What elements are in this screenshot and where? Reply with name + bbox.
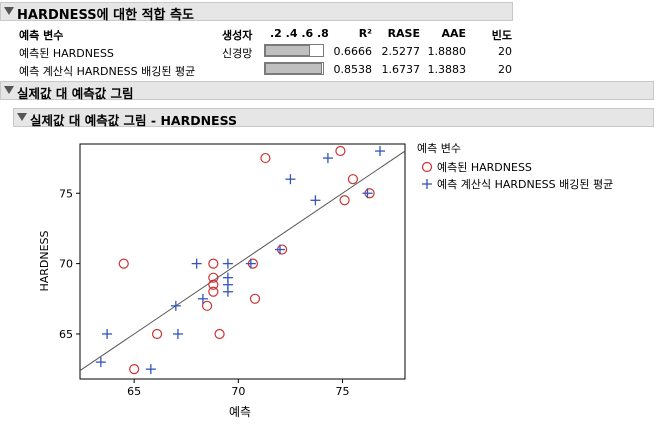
row2-predictor: 예측 계산식 HARDNESS 배깅된 평균 (19, 65, 196, 78)
hardness-plot-header[interactable]: 실제값 대 예측값 그림 - HARDNESS (13, 108, 654, 128)
legend-item-2: 예측 계산식 HARDNESS 배깅된 평균 (437, 178, 613, 191)
row1-aae: 1.8880 (427, 45, 467, 58)
actual-vs-predicted-title: 실제값 대 예측값 그림 (17, 86, 134, 101)
point-predicted-hardness[interactable] (208, 258, 219, 269)
point-bagged-mean[interactable] (310, 195, 321, 206)
point-bagged-mean[interactable] (275, 244, 285, 255)
legend-circle-marker (421, 161, 433, 173)
point-predicted-hardness[interactable] (260, 152, 271, 164)
point-predicted-hardness[interactable] (214, 328, 225, 340)
col-aae: AAE (441, 27, 466, 40)
point-bagged-mean[interactable] (102, 328, 113, 339)
x-tick-label: 70 (231, 385, 245, 398)
point-predicted-hardness[interactable] (129, 364, 140, 375)
y-tick-label: 75 (59, 187, 73, 200)
point-predicted-hardness[interactable] (118, 258, 129, 269)
collapse-triangle-icon[interactable] (4, 86, 14, 94)
col-predictor: 예측 변수 (19, 29, 64, 42)
row2-freq: 20 (498, 63, 512, 76)
point-bagged-mean[interactable] (285, 174, 296, 185)
col-scale: .2 .4 .6 .8 (270, 27, 329, 40)
row2-aae: 1.3883 (427, 63, 467, 76)
fit-measures-title: HARDNESS에 대한 적합 측도 (17, 8, 194, 23)
point-bagged-mean[interactable] (197, 293, 208, 304)
collapse-triangle-icon[interactable] (17, 113, 27, 121)
point-bagged-mean[interactable] (191, 258, 202, 269)
row2-r2-bar (265, 63, 322, 74)
point-predicted-hardness[interactable] (335, 145, 346, 157)
row2-r2: 0.8538 (333, 63, 373, 76)
point-bagged-mean[interactable] (375, 146, 385, 157)
y-tick-label: 70 (59, 258, 73, 271)
legend-title: 예측 변수 (417, 142, 461, 155)
legend: 예측 변수 예측된 HARDNESS 예측 계산식 HARDNESS 배깅된 평… (417, 142, 613, 191)
col-creator: 생성자 (222, 29, 253, 42)
col-rase: RASE (387, 27, 420, 40)
row1-r2: 0.6666 (333, 45, 373, 58)
point-bagged-mean[interactable] (322, 153, 333, 164)
row1-predictor: 예측된 HARDNESS (19, 47, 114, 60)
row1-r2-bar (265, 45, 310, 56)
identity-line (79, 150, 406, 371)
point-predicted-hardness[interactable] (249, 293, 261, 304)
x-tick-label: 75 (336, 385, 350, 398)
point-bagged-mean[interactable] (245, 258, 256, 269)
point-bagged-mean[interactable] (222, 258, 233, 269)
point-predicted-hardness[interactable] (208, 272, 219, 283)
point-predicted-hardness[interactable] (201, 300, 213, 311)
y-axis-label: HARDNESS (38, 230, 51, 291)
x-tick-label: 65 (127, 385, 141, 398)
row1-rase: 2.5277 (381, 45, 421, 58)
point-predicted-hardness[interactable] (208, 279, 219, 290)
point-bagged-mean[interactable] (170, 300, 181, 311)
row1-freq: 20 (498, 45, 512, 58)
hardness-plot-title: 실제값 대 예측값 그림 - HARDNESS (30, 113, 238, 128)
point-predicted-hardness[interactable] (339, 195, 350, 206)
plot-frame (79, 143, 406, 380)
row2-rase: 1.6737 (381, 63, 421, 76)
x-axis-label: 예측 (229, 405, 251, 419)
point-predicted-hardness[interactable] (208, 286, 219, 297)
point-bagged-mean[interactable] (95, 357, 106, 368)
y-tick-label: 65 (59, 328, 73, 341)
point-predicted-hardness[interactable] (151, 328, 163, 340)
row1-creator: 신경망 (222, 47, 253, 60)
legend-plus-marker (422, 179, 432, 189)
point-bagged-mean[interactable] (145, 364, 156, 375)
point-predicted-hardness[interactable] (347, 174, 359, 185)
point-bagged-mean[interactable] (222, 286, 233, 297)
fit-measures-header[interactable]: HARDNESS에 대한 적합 측도 (0, 2, 513, 23)
collapse-triangle-icon[interactable] (4, 7, 14, 15)
col-r2: R² (358, 27, 372, 40)
actual-vs-predicted-chart: 65 70 75 65 70 75 예측 HARDNESS 예측 변수 예측된 HARD… (38, 142, 613, 419)
actual-vs-predicted-header[interactable]: 실제값 대 예측값 그림 (0, 81, 654, 101)
col-freq: 빈도 (491, 29, 512, 42)
point-bagged-mean[interactable] (362, 188, 373, 199)
point-bagged-mean[interactable] (172, 328, 183, 339)
legend-item-1: 예측된 HARDNESS (437, 161, 532, 174)
